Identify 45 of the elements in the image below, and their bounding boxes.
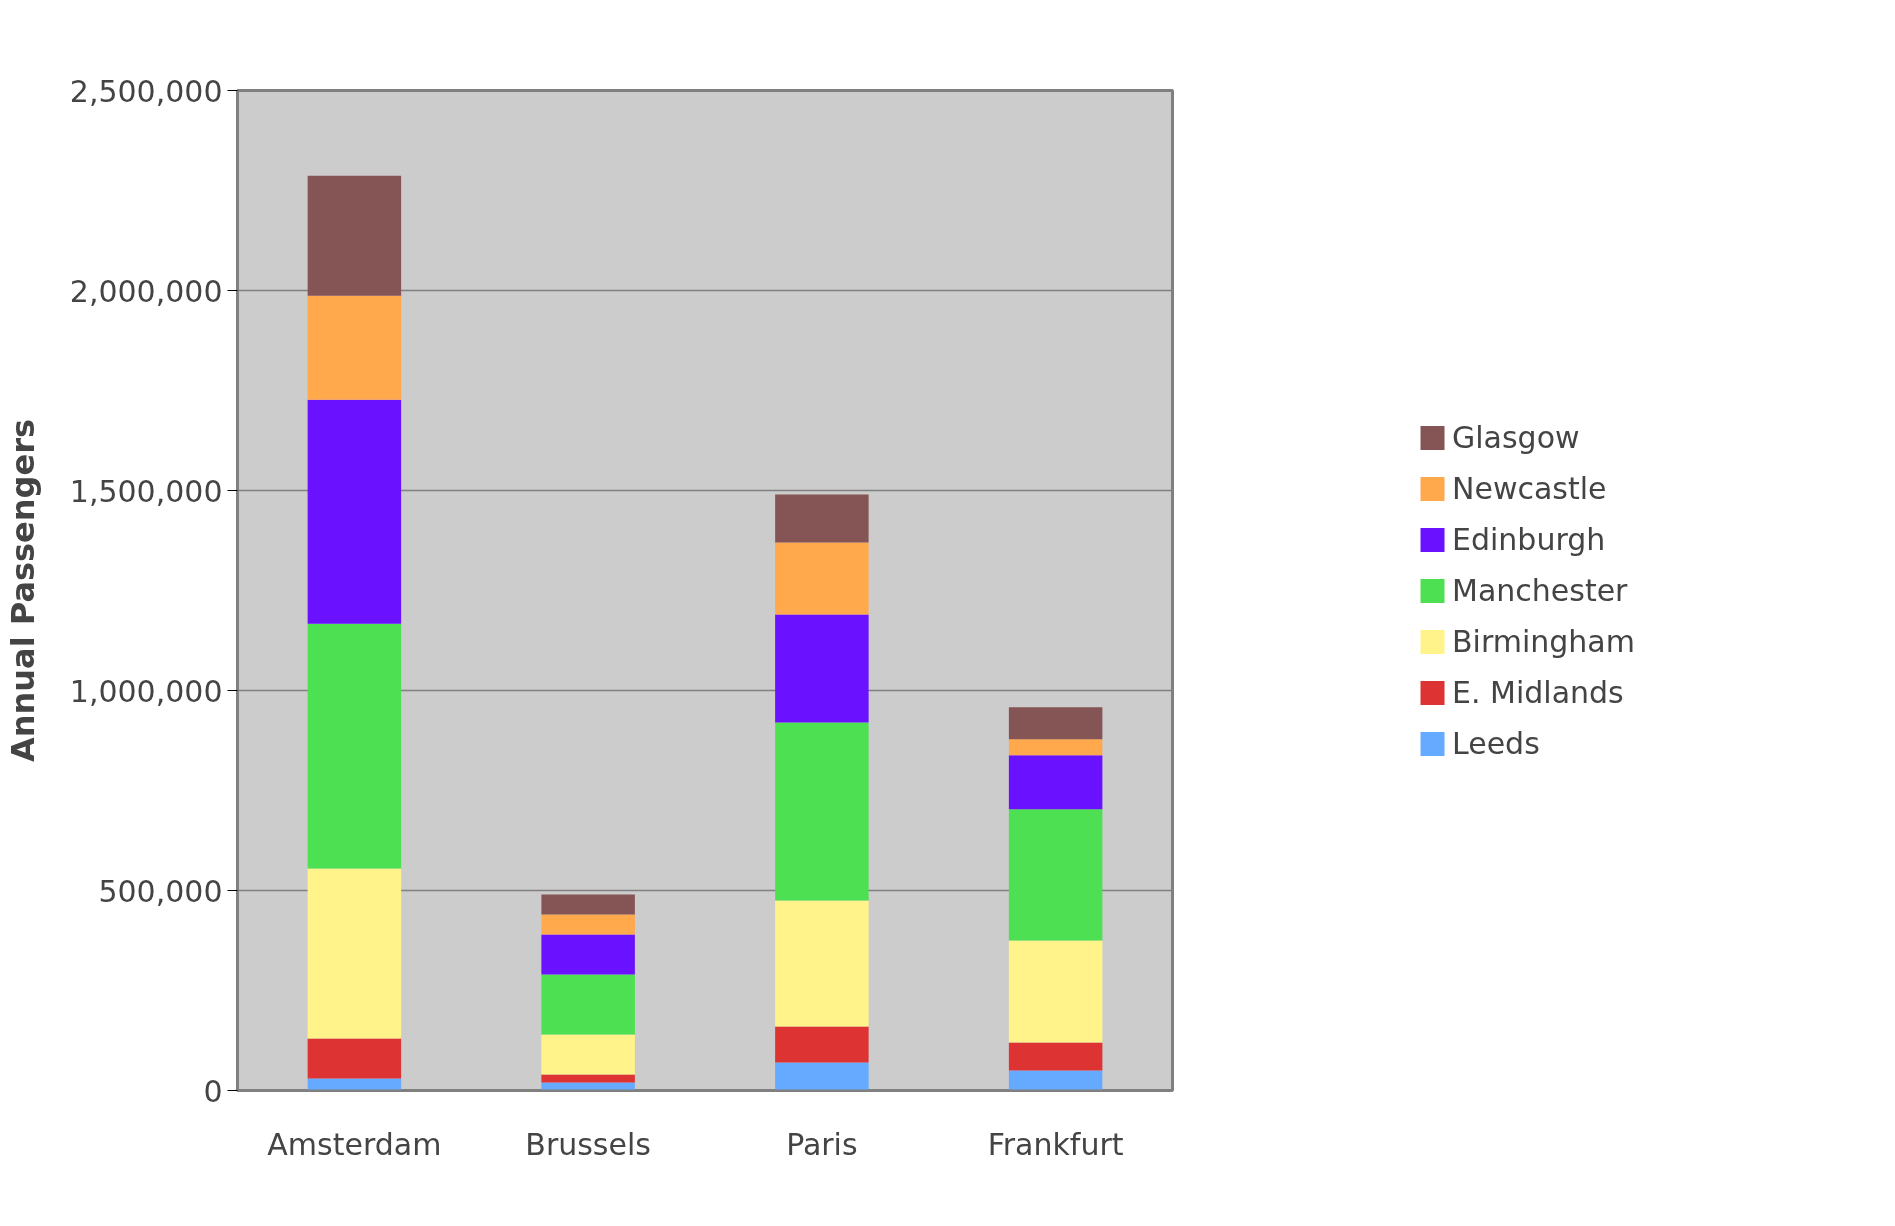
bar xyxy=(1008,940,1103,1043)
bar xyxy=(1008,809,1103,941)
bar xyxy=(307,295,402,400)
legend-label: Glasgow xyxy=(1452,419,1580,455)
x-tick-label: Amsterdam xyxy=(267,1126,442,1162)
legend-label: Leeds xyxy=(1452,725,1540,761)
bar xyxy=(541,1034,635,1075)
y-tick-label: 2,500,000 xyxy=(69,73,223,109)
y-tick-label: 500,000 xyxy=(98,873,223,909)
legend-label: E. Midlands xyxy=(1452,674,1624,710)
bar xyxy=(775,900,869,1027)
y-tick-label: 2,000,000 xyxy=(69,273,223,309)
bar xyxy=(307,868,402,1039)
bar xyxy=(307,175,402,296)
bar xyxy=(1008,739,1103,756)
bar xyxy=(1008,707,1103,740)
legend-label: Edinburgh xyxy=(1452,521,1606,557)
bar xyxy=(307,399,402,624)
bar xyxy=(775,1062,869,1091)
bar xyxy=(775,722,869,901)
legend-label: Birmingham xyxy=(1452,623,1635,659)
y-tick-label: 1,500,000 xyxy=(69,473,223,509)
bar xyxy=(775,1026,869,1063)
bar xyxy=(541,1074,635,1083)
bar xyxy=(541,914,635,935)
bar xyxy=(307,1078,402,1091)
bar xyxy=(1008,1042,1103,1071)
y-axis-title: Annual Passengers xyxy=(3,418,42,763)
legend-label: Newcastle xyxy=(1452,470,1607,506)
y-tick-label: 0 xyxy=(203,1073,223,1109)
bar xyxy=(541,974,635,1035)
x-tick-label: Frankfurt xyxy=(987,1126,1124,1162)
bar xyxy=(775,614,869,723)
bar xyxy=(541,934,635,975)
bar xyxy=(541,894,635,915)
bar xyxy=(775,494,869,543)
bar xyxy=(307,1038,402,1079)
y-tick-label: 1,000,000 xyxy=(69,673,223,709)
x-tick-label: Brussels xyxy=(525,1126,651,1162)
x-tick-label: Paris xyxy=(786,1126,858,1162)
bar xyxy=(1008,755,1103,810)
legend-label: Manchester xyxy=(1452,572,1628,608)
bar xyxy=(775,542,869,615)
bar xyxy=(307,623,402,869)
bar xyxy=(1008,1070,1103,1091)
